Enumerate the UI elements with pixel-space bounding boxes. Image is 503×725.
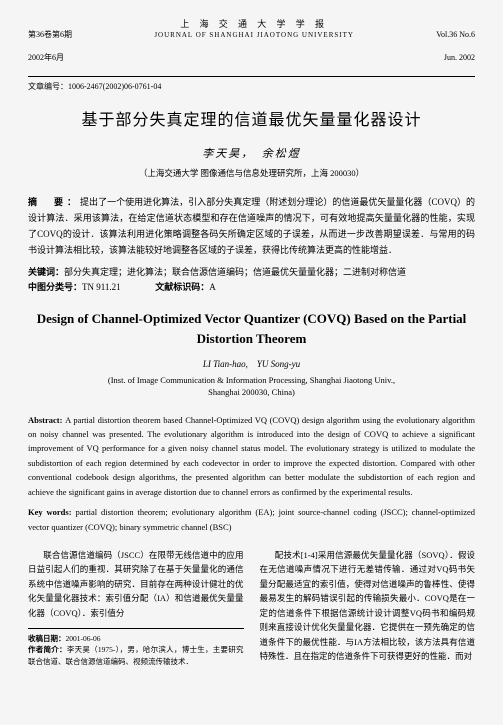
- affiliation-cn: （上海交通大学 图像通信与信息处理研究所，上海 200030）: [28, 168, 475, 180]
- affiliation-en-line1: (Inst. of Image Communication & Informat…: [28, 375, 475, 387]
- body-col-right: 配技术[1-4]采用信源最优矢量量化器（SOVQ）．假设在无信道噪声情况下进行无…: [260, 548, 476, 667]
- abstract-cn-text: 提出了一个使用进化算法，引入部分失真定理（附述划分理论）的信道最优矢量量化器（C…: [28, 197, 475, 256]
- doc-code-value: A: [209, 282, 216, 292]
- header-center: 上 海 交 通 大 学 学 报 JOURNAL OF SHANGHAI JIAO…: [72, 18, 436, 74]
- journal-name-cn: 上 海 交 通 大 学 学 报: [72, 18, 436, 31]
- journal-name-en: JOURNAL OF SHANGHAI JIAOTONG UNIVERSITY: [72, 31, 436, 41]
- keywords-en-label: Key words:: [28, 507, 75, 517]
- authors-en: LI Tian-hao, YU Song-yu: [28, 358, 475, 371]
- abstract-cn: 摘 要：提出了一个使用进化算法，引入部分失真定理（附述划分理论）的信道最优矢量量…: [28, 194, 475, 259]
- abstract-en: Abstract: A partial distortion theorem b…: [28, 413, 475, 500]
- authors-cn: 李天昊， 余松煜: [28, 147, 475, 162]
- header-left: 第36卷第6期 2002年6月: [28, 18, 72, 74]
- affiliation-en: (Inst. of Image Communication & Informat…: [28, 375, 475, 399]
- classification-row: 中图分类号：TN 911.21 文献标识码：A: [28, 280, 475, 295]
- title-en: Design of Channel-Optimized Vector Quant…: [28, 309, 475, 348]
- keywords-cn-text: 部分失真定理；进化算法；联合信源信道编码；信道最优矢量量化器；二进制对称信道: [64, 267, 406, 277]
- keywords-en: Key words: partial distortion theorem; e…: [28, 505, 475, 534]
- clc-value: TN 911.21: [82, 282, 121, 292]
- body-col-left: 联合信源信道编码（JSCC）在限带无线信道中的应用日益引起人们的重视．其研究除了…: [28, 548, 244, 667]
- date-cn: 2002年6月: [28, 52, 72, 63]
- author-bio-label: 作者简介：: [28, 645, 67, 654]
- date-en: Jun. 2002: [436, 52, 475, 63]
- abstract-cn-label: 摘 要：: [28, 197, 80, 207]
- body-col1-text: 联合信源信道编码（JSCC）在限带无线信道中的应用日益引起人们的重视．其研究除了…: [28, 548, 244, 620]
- abstract-en-label: Abstract:: [28, 415, 65, 425]
- abstract-en-text: A partial distortion theorem based Chann…: [28, 415, 475, 497]
- footnote: 收稿日期：2001-06-06 作者简介：李天昊（1975-），男，哈尔滨人，博…: [28, 628, 244, 667]
- vol-issue-cn: 第36卷第6期: [28, 29, 72, 40]
- keywords-en-text: partial distortion theorem; evolutionary…: [28, 507, 475, 531]
- clc-label: 中图分类号：: [28, 282, 82, 292]
- title-cn: 基于部分失真定理的信道最优矢量量化器设计: [28, 110, 475, 132]
- keywords-cn: 关键词：部分失真定理；进化算法；联合信源信道编码；信道最优矢量量化器；二进制对称…: [28, 265, 475, 280]
- affiliation-en-line2: Shanghai 200030, China): [28, 387, 475, 399]
- journal-header: 第36卷第6期 2002年6月 上 海 交 通 大 学 学 报 JOURNAL …: [28, 18, 475, 77]
- recv-date: 2001-06-06: [66, 634, 101, 643]
- keywords-cn-label: 关键词：: [28, 267, 64, 277]
- article-id-label: 文章编号：: [28, 82, 68, 91]
- header-right: Vol.36 No.6 Jun. 2002: [436, 18, 475, 74]
- doc-code-label: 文献标识码：: [155, 282, 209, 292]
- article-id-value: 1006-2467(2002)06-0761-04: [68, 82, 161, 91]
- recv-date-label: 收稿日期：: [28, 634, 66, 643]
- article-id-row: 文章编号：1006-2467(2002)06-0761-04: [28, 81, 475, 92]
- vol-issue-en: Vol.36 No.6: [436, 29, 475, 40]
- body-col2-text: 配技术[1-4]采用信源最优矢量量化器（SOVQ）．假设在无信道噪声情况下进行无…: [260, 548, 476, 664]
- body-columns: 联合信源信道编码（JSCC）在限带无线信道中的应用日益引起人们的重视．其研究除了…: [28, 548, 475, 667]
